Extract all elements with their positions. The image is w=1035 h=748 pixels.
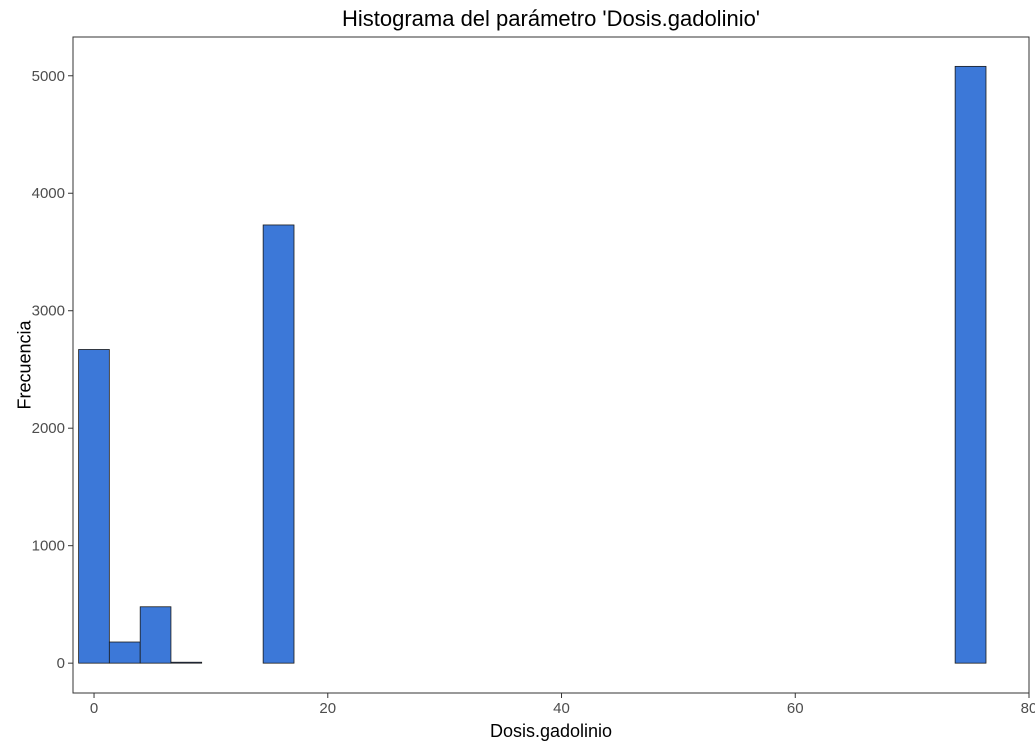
y-axis-title: Frecuencia <box>14 319 34 409</box>
y-tick-label: 2000 <box>32 420 65 437</box>
histogram-bar <box>954 65 987 664</box>
x-tick-label: 0 <box>90 700 98 717</box>
histogram-bar <box>170 661 203 664</box>
y-tick-label: 4000 <box>32 185 65 202</box>
x-tick-label: 40 <box>553 700 570 717</box>
y-tick-label: 3000 <box>32 303 65 320</box>
histogram-bar <box>108 641 141 664</box>
x-tick-label: 60 <box>787 700 804 717</box>
y-tick-label: 1000 <box>32 538 65 555</box>
y-axis: 0 1000 2000 3000 4000 5000 <box>32 68 73 672</box>
plot-panel-border <box>72 36 1030 694</box>
histogram-bar <box>78 349 110 664</box>
x-tick-label: 80 <box>1021 700 1035 717</box>
chart-title: Histograma del parámetro 'Dosis.gadolini… <box>342 6 760 31</box>
x-tick-label: 20 <box>319 700 336 717</box>
y-tick-label: 5000 <box>32 68 65 85</box>
bars-group <box>78 65 987 664</box>
x-axis: 0 20 40 60 80 <box>90 693 1035 717</box>
histogram-bar <box>262 224 295 664</box>
histogram-bar <box>139 606 172 664</box>
x-axis-title: Dosis.gadolinio <box>490 721 612 741</box>
y-tick-label: 0 <box>57 655 65 672</box>
